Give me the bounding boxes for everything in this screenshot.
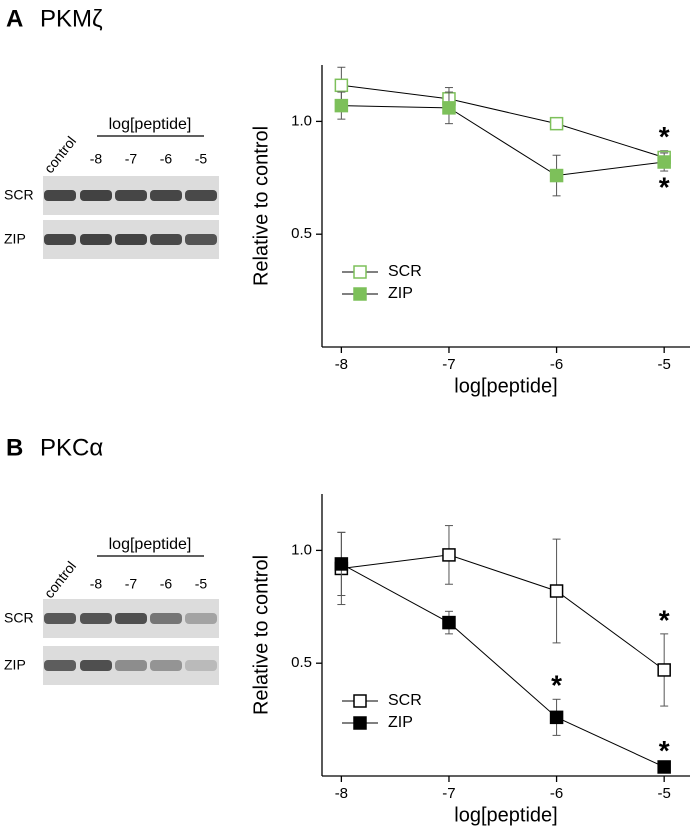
y-tick-label: 0.5	[291, 654, 312, 671]
blot-band	[150, 190, 182, 201]
blot-row-label: SCR	[4, 610, 34, 626]
blot-row-label: ZIP	[4, 231, 26, 247]
series-line	[341, 563, 665, 768]
y-axis-label: Relative to control	[250, 555, 272, 715]
blot-column-label: -8	[90, 576, 103, 592]
series-line	[341, 84, 665, 158]
x-tick-label: -8	[335, 785, 348, 802]
marker	[549, 584, 564, 598]
marker	[442, 615, 456, 630]
blot-column-label: control	[41, 558, 79, 601]
marker	[334, 78, 349, 93]
blot-band	[115, 660, 147, 671]
blot-band	[150, 660, 182, 671]
marker	[334, 557, 349, 571]
y-tick-label: 1.0	[291, 112, 312, 129]
significance-marker: *	[659, 171, 670, 202]
blot-column-label: -8	[90, 151, 103, 167]
blot-band	[44, 613, 76, 624]
series-line	[341, 105, 665, 177]
marker	[442, 548, 456, 562]
blot-band	[80, 234, 112, 245]
legend-marker	[353, 694, 367, 708]
blot-band	[80, 190, 112, 201]
legend-label: ZIP	[388, 714, 413, 731]
blot-row-label: ZIP	[4, 657, 26, 673]
legend-label: SCR	[388, 692, 422, 709]
marker	[549, 168, 564, 183]
panel-label: A	[6, 5, 23, 32]
x-axis-label: log[peptide]	[454, 375, 557, 397]
blot-column-label: -6	[160, 576, 173, 592]
significance-marker: *	[659, 121, 670, 152]
legend-marker	[353, 716, 367, 730]
blot-band	[150, 613, 182, 624]
x-tick-label: -7	[442, 785, 455, 802]
x-tick-label: -6	[550, 356, 563, 373]
y-tick-label: 1.0	[291, 541, 312, 558]
blot-header: log[peptide]	[109, 116, 192, 133]
x-tick-label: -6	[550, 785, 563, 802]
marker	[657, 760, 671, 774]
blot-column-label: -5	[195, 151, 208, 167]
marker	[549, 710, 564, 725]
significance-marker: *	[551, 670, 562, 701]
blot-band	[185, 190, 217, 201]
blot-band	[185, 660, 217, 671]
legend-label: ZIP	[388, 285, 413, 302]
y-tick-label: 0.5	[291, 225, 312, 242]
legend-marker	[353, 287, 367, 301]
marker	[657, 155, 671, 169]
blot-column-label: -7	[125, 151, 138, 167]
series-line	[341, 554, 665, 671]
blot-band	[115, 613, 147, 624]
significance-marker: *	[659, 735, 670, 766]
marker	[657, 663, 671, 677]
blot-band	[185, 613, 217, 624]
marker	[442, 101, 456, 115]
blot-header: log[peptide]	[109, 536, 192, 553]
significance-marker: *	[659, 604, 670, 635]
legend-marker	[353, 265, 367, 279]
marker	[334, 98, 349, 113]
blot-band	[44, 234, 76, 245]
blot-row-label: SCR	[4, 187, 34, 203]
marker	[549, 116, 564, 131]
x-tick-label: -8	[335, 356, 348, 373]
blot-column-label: -5	[195, 576, 208, 592]
blot-column-label: control	[41, 133, 79, 176]
x-tick-label: -5	[658, 785, 671, 802]
panel-title: PKCα	[40, 434, 103, 461]
blot-band	[150, 234, 182, 245]
blot-band	[80, 660, 112, 671]
blot-band	[115, 190, 147, 201]
panel-label: B	[6, 434, 23, 461]
blot-band	[44, 190, 76, 201]
y-axis-label: Relative to control	[250, 126, 272, 286]
x-tick-label: -7	[442, 356, 455, 373]
blot-column-label: -7	[125, 576, 138, 592]
blot-band	[44, 660, 76, 671]
blot-band	[185, 234, 217, 245]
panel-title: PKMζ	[40, 5, 103, 32]
x-tick-label: -5	[658, 356, 671, 373]
blot-band	[80, 613, 112, 624]
legend-label: SCR	[388, 263, 422, 280]
blot-column-label: -6	[160, 151, 173, 167]
x-axis-label: log[peptide]	[454, 804, 557, 826]
blot-band	[115, 234, 147, 245]
